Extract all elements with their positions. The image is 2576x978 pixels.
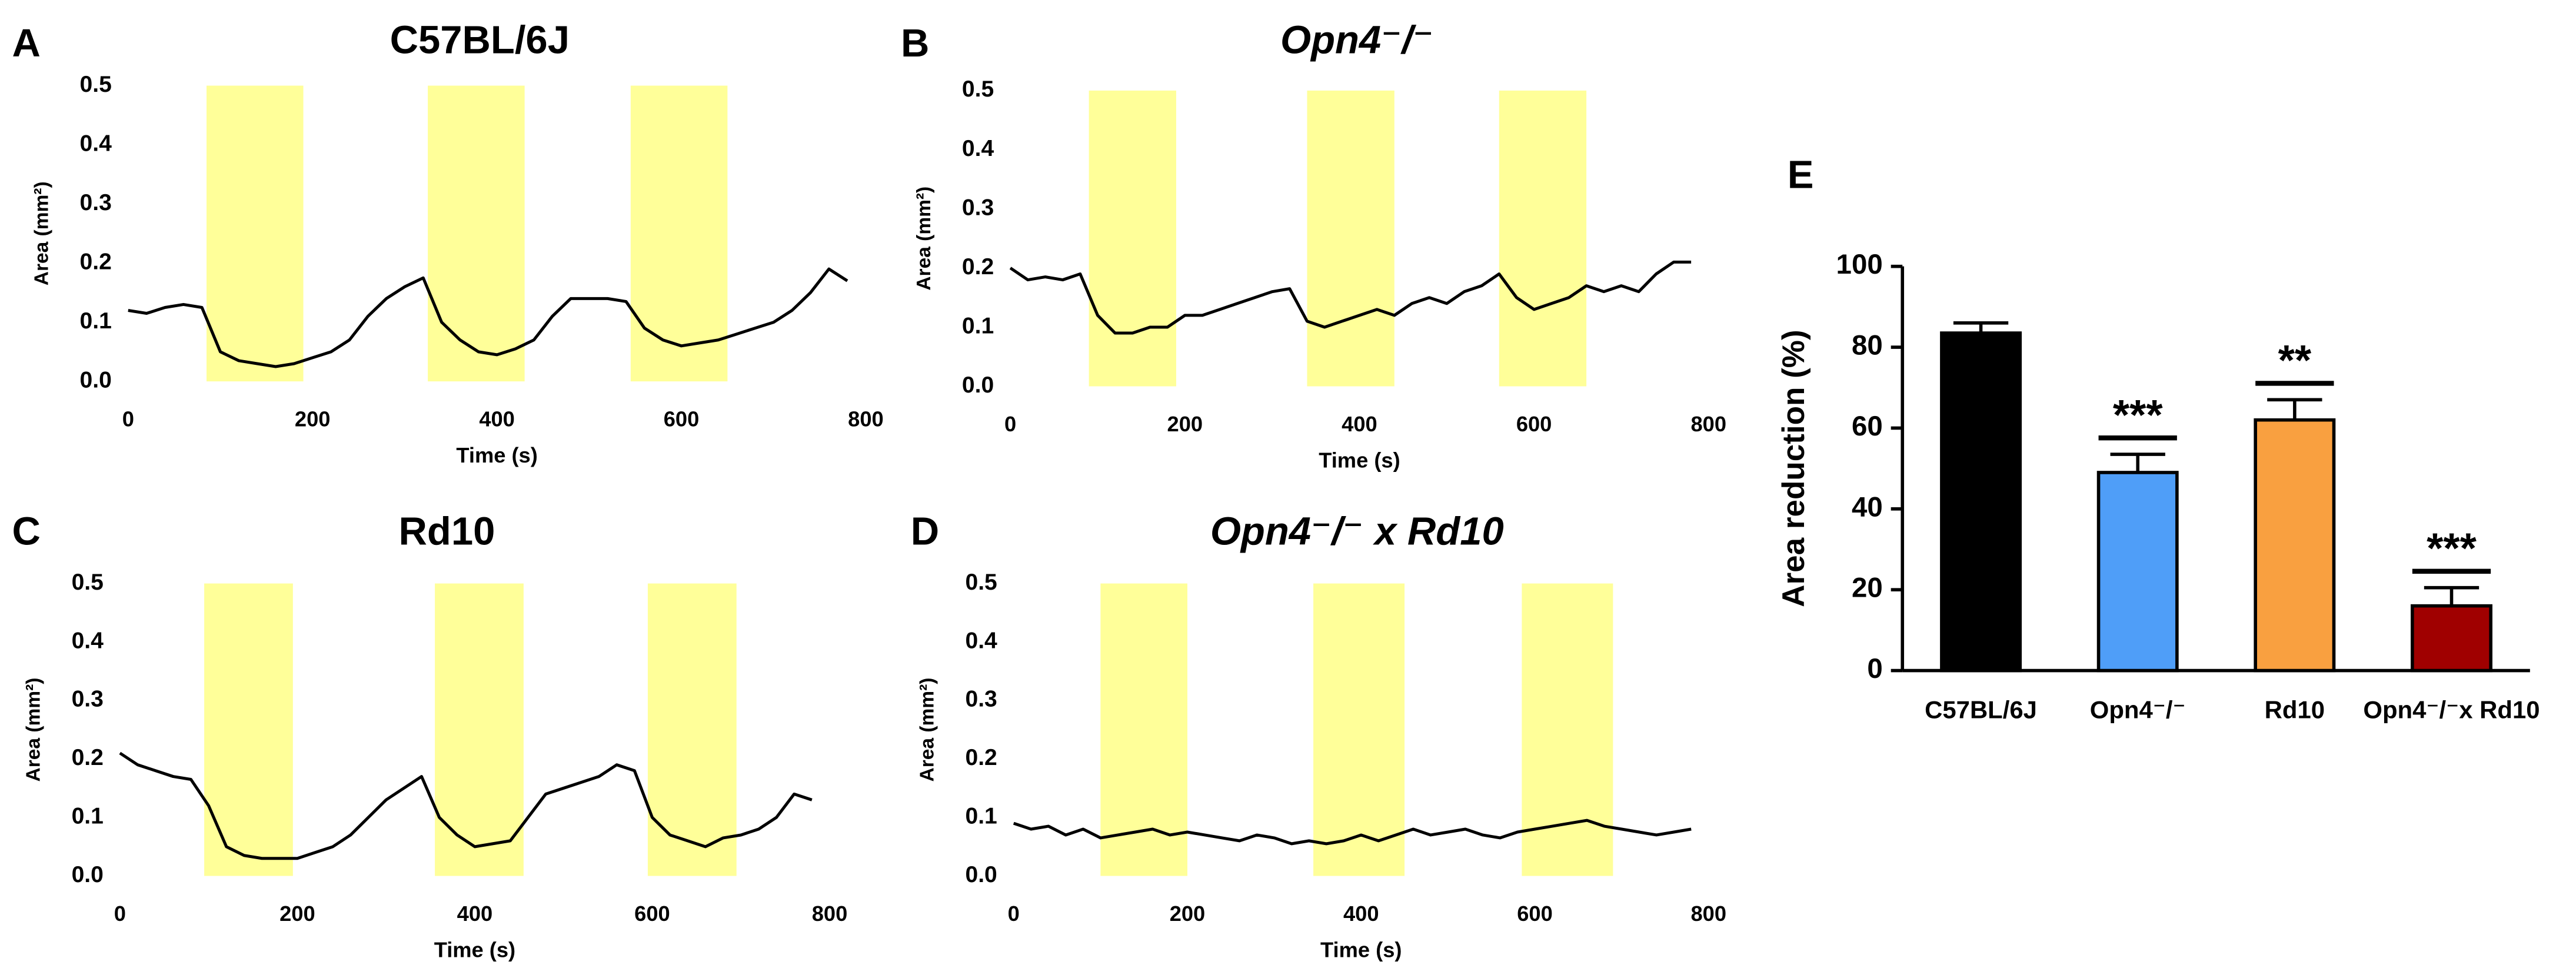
x-tick-label: 400 xyxy=(1343,902,1379,926)
x-tick-label: 0 xyxy=(1004,412,1016,436)
panel-letter: B xyxy=(901,21,929,65)
x-axis-label: Time (s) xyxy=(456,443,537,467)
x-tick-label: Rd10 xyxy=(2265,696,2325,723)
stimulus-band xyxy=(1100,583,1187,876)
stimulus-band xyxy=(1089,90,1176,387)
y-tick-label: 0.5 xyxy=(962,76,994,102)
y-tick-label: 80 xyxy=(1852,330,1883,361)
y-tick-label: 0.4 xyxy=(72,628,104,653)
significance-label: *** xyxy=(2427,524,2477,572)
y-axis-label: Area (mm²) xyxy=(31,181,52,285)
y-axis-label: Area (mm²) xyxy=(916,678,938,782)
y-tick-label: 100 xyxy=(1836,249,1883,280)
y-tick-label: 0 xyxy=(1867,653,1882,684)
x-axis-label: Time (s) xyxy=(434,938,515,962)
data-line xyxy=(1013,819,1692,846)
stimulus-band xyxy=(204,583,293,876)
stimulus-band xyxy=(1307,90,1394,387)
x-axis-label: Time (s) xyxy=(1320,938,1402,962)
significance-label: *** xyxy=(2113,391,2163,439)
y-tick-label: 0.5 xyxy=(80,72,112,97)
x-tick-label: 0 xyxy=(122,407,134,431)
y-tick-label: 0.3 xyxy=(72,687,104,712)
x-tick-label: 800 xyxy=(812,902,848,926)
y-tick-label: 0.1 xyxy=(72,803,104,829)
data-line xyxy=(1009,260,1692,335)
panel-title: C57BL/6J xyxy=(390,18,570,62)
x-tick-label: 600 xyxy=(1516,412,1552,436)
y-tick-label: 0.1 xyxy=(965,803,997,829)
data-line xyxy=(128,267,848,368)
panel-letter: A xyxy=(12,21,40,65)
y-tick-label: 0.5 xyxy=(965,570,997,595)
y-tick-label: 20 xyxy=(1852,573,1883,604)
y-tick-label: 0.1 xyxy=(962,313,994,338)
x-tick-label: 800 xyxy=(1691,412,1727,436)
stimulus-band xyxy=(1522,583,1613,876)
x-tick-label: Opn4⁻/⁻x Rd10 xyxy=(2363,696,2540,723)
stimulus-band xyxy=(206,85,304,382)
y-tick-label: 0.3 xyxy=(962,195,994,220)
y-tick-label: 0.0 xyxy=(72,862,104,887)
y-tick-label: 40 xyxy=(1852,491,1883,523)
x-tick-label: 0 xyxy=(114,902,126,926)
y-tick-label: 60 xyxy=(1852,411,1883,442)
x-tick-label: Opn4⁻/⁻ xyxy=(2090,696,2186,723)
y-axis-label: Area (mm²) xyxy=(22,678,44,782)
panel-title: Opn4⁻/⁻ x Rd10 xyxy=(1210,509,1504,553)
x-tick-label: 200 xyxy=(1170,902,1206,926)
significance-label: ** xyxy=(2278,337,2312,384)
bar xyxy=(2096,471,2179,673)
y-tick-label: 0.3 xyxy=(80,190,112,215)
y-tick-label: 0.2 xyxy=(72,745,104,770)
y-tick-label: 0.2 xyxy=(965,745,997,770)
y-tick-label: 0.4 xyxy=(965,628,997,653)
bar xyxy=(1940,331,2022,673)
stimulus-band xyxy=(1499,90,1587,387)
x-tick-label: 200 xyxy=(295,407,331,431)
y-tick-label: 0.0 xyxy=(962,372,994,398)
panel-letter: C xyxy=(12,509,40,553)
x-tick-label: 800 xyxy=(1691,902,1727,926)
y-tick-label: 0.0 xyxy=(80,367,112,392)
y-tick-label: 0.2 xyxy=(80,249,112,274)
y-tick-label: 0.1 xyxy=(80,308,112,334)
stimulus-band xyxy=(428,85,525,382)
y-tick-label: 0.3 xyxy=(965,687,997,712)
bar xyxy=(2254,418,2336,673)
x-tick-label: 600 xyxy=(634,902,670,926)
y-tick-label: 0.2 xyxy=(962,254,994,280)
x-tick-label: 600 xyxy=(1517,902,1553,926)
y-axis-label: Area reduction (%) xyxy=(1776,330,1811,607)
panel-letter: D xyxy=(911,509,939,553)
y-axis-label: Area (mm²) xyxy=(913,187,935,291)
panel-title: Rd10 xyxy=(399,509,495,553)
x-tick-label: 0 xyxy=(1008,902,1020,926)
y-tick-label: 0.0 xyxy=(965,862,997,887)
y-tick-label: 0.4 xyxy=(962,136,994,161)
x-tick-label: 400 xyxy=(457,902,493,926)
data-line xyxy=(119,751,813,860)
y-tick-label: 0.4 xyxy=(80,131,112,156)
panel-letter: E xyxy=(1788,153,1814,197)
x-tick-label: 400 xyxy=(479,407,515,431)
y-tick-label: 0.5 xyxy=(72,570,104,595)
x-tick-label: C57BL/6J xyxy=(1925,696,2037,723)
stimulus-band xyxy=(630,85,728,382)
stimulus-band xyxy=(435,583,524,876)
stimulus-band xyxy=(1313,583,1405,876)
x-tick-label: 400 xyxy=(1342,412,1377,436)
x-tick-label: 200 xyxy=(279,902,315,926)
x-tick-label: 600 xyxy=(664,407,700,431)
x-tick-label: 800 xyxy=(848,407,884,431)
stimulus-band xyxy=(647,583,737,876)
x-tick-label: 200 xyxy=(1167,412,1203,436)
panel-title: Opn4⁻/⁻ xyxy=(1280,18,1434,62)
bar xyxy=(2411,604,2492,673)
x-axis-label: Time (s) xyxy=(1319,448,1400,473)
